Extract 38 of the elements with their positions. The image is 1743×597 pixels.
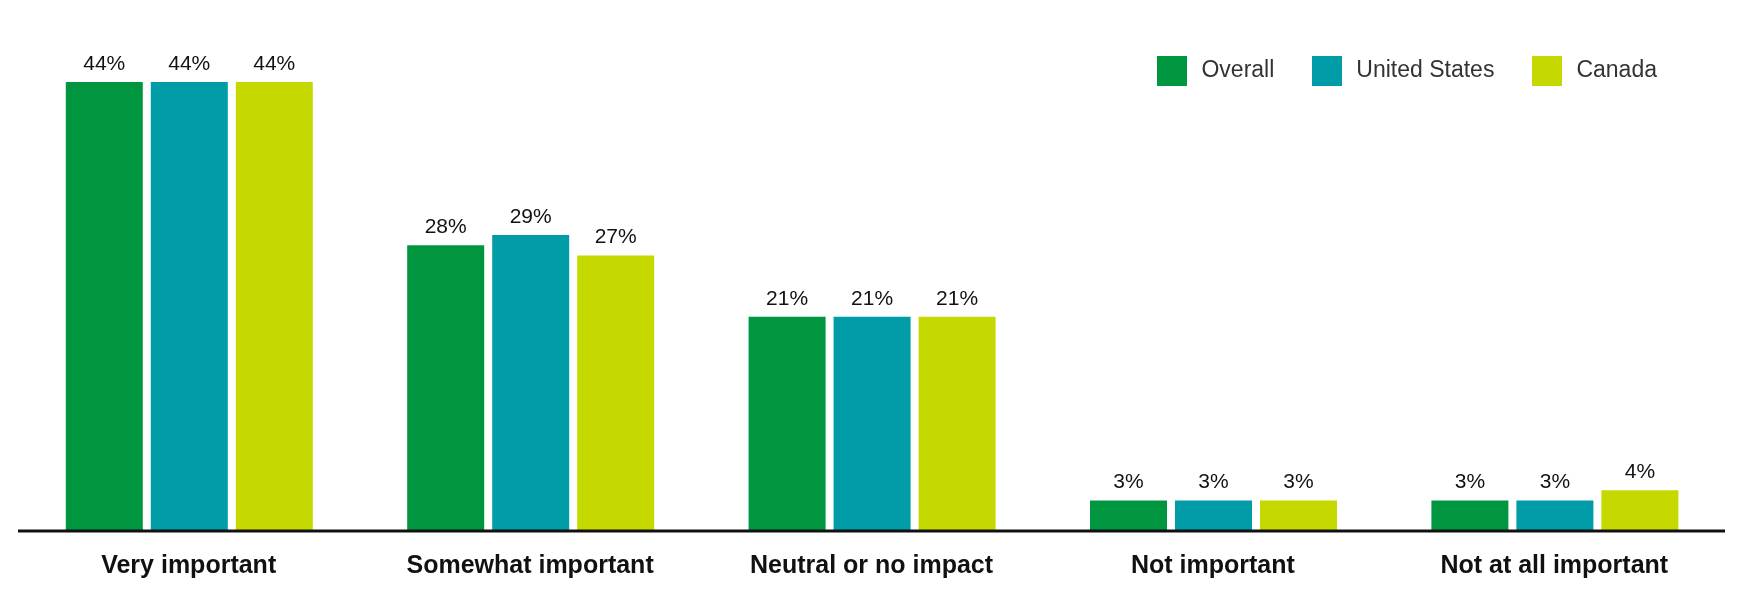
data-label: 3% — [1454, 469, 1486, 493]
bar — [577, 255, 655, 531]
legend-label: Canada — [1576, 56, 1657, 83]
legend-label: United States — [1356, 56, 1495, 83]
data-label: 44% — [168, 51, 211, 74]
x-tick-label: Not important — [1130, 549, 1296, 578]
bar — [150, 82, 228, 531]
data-label: 21% — [766, 285, 809, 309]
bar — [1601, 490, 1679, 531]
bar — [407, 245, 485, 531]
bar — [1431, 500, 1509, 531]
data-label: 28% — [424, 214, 467, 238]
x-tick-label: Not at all important — [1440, 549, 1669, 578]
bar — [65, 82, 143, 531]
data-label: 3% — [1539, 469, 1571, 493]
bar — [1175, 500, 1252, 531]
bar — [918, 316, 996, 531]
data-label: 3% — [1283, 469, 1314, 493]
bar — [492, 235, 570, 531]
bar — [1090, 500, 1167, 531]
bar — [235, 82, 313, 531]
data-label: 21% — [851, 285, 894, 309]
data-label: 29% — [509, 204, 552, 228]
bar — [748, 316, 826, 531]
x-tick-label: Somewhat important — [406, 549, 655, 578]
data-label: 4% — [1624, 459, 1656, 483]
data-label: 3% — [1113, 469, 1144, 493]
bar — [833, 316, 911, 531]
data-label: 27% — [594, 224, 637, 248]
data-label: 3% — [1198, 469, 1229, 493]
data-label: 44% — [253, 51, 296, 74]
x-tick-label: Neutral or no impact — [749, 549, 994, 578]
bar — [1516, 500, 1594, 531]
x-tick-label: Very important — [101, 549, 277, 578]
data-label: 21% — [936, 285, 979, 309]
legend-label: Overall — [1201, 56, 1275, 83]
data-label: 44% — [83, 51, 126, 74]
bar — [1260, 500, 1337, 531]
